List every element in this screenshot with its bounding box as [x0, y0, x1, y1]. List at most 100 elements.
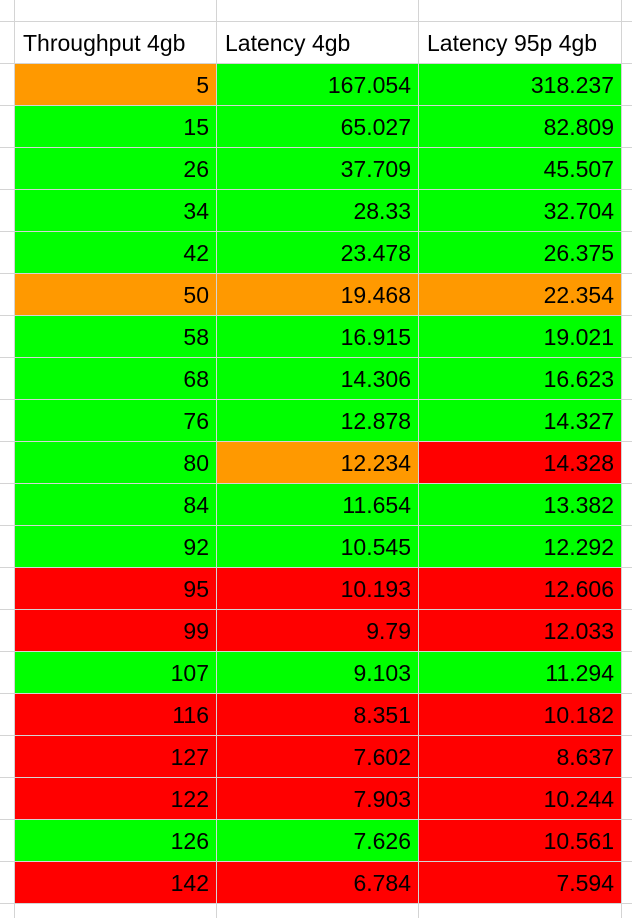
latency-95p-cell[interactable]: 26.375: [419, 232, 622, 274]
cell[interactable]: [0, 526, 15, 568]
cell[interactable]: [0, 862, 15, 904]
cell[interactable]: [622, 274, 632, 316]
cell[interactable]: [622, 652, 632, 694]
cell[interactable]: [0, 64, 15, 106]
cell[interactable]: [0, 694, 15, 736]
cell[interactable]: [622, 568, 632, 610]
cell[interactable]: [622, 778, 632, 820]
cell[interactable]: [0, 0, 15, 22]
latency-95p-cell[interactable]: 318.237: [419, 64, 622, 106]
latency-95p-cell[interactable]: 7.594: [419, 862, 622, 904]
latency-cell[interactable]: 9.79: [217, 610, 419, 652]
latency-cell[interactable]: 11.654: [217, 484, 419, 526]
cell[interactable]: [419, 904, 622, 918]
latency-cell[interactable]: 12.878: [217, 400, 419, 442]
latency-95p-cell[interactable]: 22.354: [419, 274, 622, 316]
latency-95p-cell[interactable]: 8.637: [419, 736, 622, 778]
throughput-cell[interactable]: 58: [15, 316, 217, 358]
latency-95p-cell[interactable]: 12.033: [419, 610, 622, 652]
cell[interactable]: [0, 736, 15, 778]
cell[interactable]: [622, 358, 632, 400]
cell[interactable]: [419, 0, 622, 22]
cell[interactable]: [622, 862, 632, 904]
cell[interactable]: [217, 904, 419, 918]
throughput-cell[interactable]: 68: [15, 358, 217, 400]
throughput-cell[interactable]: 76: [15, 400, 217, 442]
throughput-cell[interactable]: 92: [15, 526, 217, 568]
throughput-cell[interactable]: 26: [15, 148, 217, 190]
latency-95p-cell[interactable]: 32.704: [419, 190, 622, 232]
throughput-cell[interactable]: 127: [15, 736, 217, 778]
cell[interactable]: [622, 22, 632, 64]
latency-cell[interactable]: 8.351: [217, 694, 419, 736]
cell[interactable]: [0, 442, 15, 484]
latency-cell[interactable]: 7.626: [217, 820, 419, 862]
cell[interactable]: [0, 358, 15, 400]
cell[interactable]: [622, 316, 632, 358]
latency-cell[interactable]: 10.545: [217, 526, 419, 568]
cell[interactable]: [0, 22, 15, 64]
header-throughput[interactable]: Throughput 4gb: [15, 22, 217, 64]
cell[interactable]: [0, 778, 15, 820]
throughput-cell[interactable]: 15: [15, 106, 217, 148]
cell[interactable]: [622, 190, 632, 232]
cell[interactable]: [0, 190, 15, 232]
throughput-cell[interactable]: 122: [15, 778, 217, 820]
cell[interactable]: [622, 400, 632, 442]
cell[interactable]: [622, 736, 632, 778]
latency-95p-cell[interactable]: 13.382: [419, 484, 622, 526]
cell[interactable]: [217, 0, 419, 22]
cell[interactable]: [0, 568, 15, 610]
throughput-cell[interactable]: 126: [15, 820, 217, 862]
cell[interactable]: [0, 232, 15, 274]
latency-95p-cell[interactable]: 82.809: [419, 106, 622, 148]
latency-cell[interactable]: 16.915: [217, 316, 419, 358]
cell[interactable]: [0, 106, 15, 148]
cell[interactable]: [0, 316, 15, 358]
cell[interactable]: [622, 106, 632, 148]
cell[interactable]: [0, 904, 15, 918]
cell[interactable]: [0, 148, 15, 190]
latency-95p-cell[interactable]: 10.244: [419, 778, 622, 820]
throughput-cell[interactable]: 99: [15, 610, 217, 652]
throughput-cell[interactable]: 116: [15, 694, 217, 736]
latency-95p-cell[interactable]: 16.623: [419, 358, 622, 400]
latency-95p-cell[interactable]: 14.328: [419, 442, 622, 484]
latency-cell[interactable]: 6.784: [217, 862, 419, 904]
cell[interactable]: [622, 0, 632, 22]
latency-95p-cell[interactable]: 45.507: [419, 148, 622, 190]
cell[interactable]: [15, 0, 217, 22]
latency-cell[interactable]: 19.468: [217, 274, 419, 316]
latency-cell[interactable]: 65.027: [217, 106, 419, 148]
latency-95p-cell[interactable]: 10.561: [419, 820, 622, 862]
cell[interactable]: [0, 400, 15, 442]
header-latency-95p[interactable]: Latency 95p 4gb: [419, 22, 622, 64]
throughput-cell[interactable]: 5: [15, 64, 217, 106]
cell[interactable]: [622, 442, 632, 484]
cell[interactable]: [622, 484, 632, 526]
latency-cell[interactable]: 10.193: [217, 568, 419, 610]
latency-95p-cell[interactable]: 19.021: [419, 316, 622, 358]
cell[interactable]: [622, 904, 632, 918]
latency-cell[interactable]: 12.234: [217, 442, 419, 484]
latency-95p-cell[interactable]: 14.327: [419, 400, 622, 442]
throughput-cell[interactable]: 95: [15, 568, 217, 610]
latency-cell[interactable]: 14.306: [217, 358, 419, 400]
throughput-cell[interactable]: 80: [15, 442, 217, 484]
latency-95p-cell[interactable]: 12.292: [419, 526, 622, 568]
cell[interactable]: [622, 820, 632, 862]
cell[interactable]: [622, 610, 632, 652]
cell[interactable]: [0, 484, 15, 526]
throughput-cell[interactable]: 142: [15, 862, 217, 904]
cell[interactable]: [622, 148, 632, 190]
cell[interactable]: [622, 232, 632, 274]
cell[interactable]: [0, 610, 15, 652]
throughput-cell[interactable]: 42: [15, 232, 217, 274]
latency-cell[interactable]: 7.903: [217, 778, 419, 820]
cell[interactable]: [622, 526, 632, 568]
cell[interactable]: [622, 64, 632, 106]
header-latency[interactable]: Latency 4gb: [217, 22, 419, 64]
latency-95p-cell[interactable]: 11.294: [419, 652, 622, 694]
cell[interactable]: [622, 694, 632, 736]
latency-cell[interactable]: 37.709: [217, 148, 419, 190]
